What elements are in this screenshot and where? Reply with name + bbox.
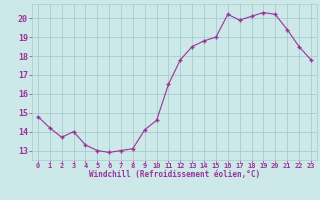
X-axis label: Windchill (Refroidissement éolien,°C): Windchill (Refroidissement éolien,°C)	[89, 170, 260, 179]
